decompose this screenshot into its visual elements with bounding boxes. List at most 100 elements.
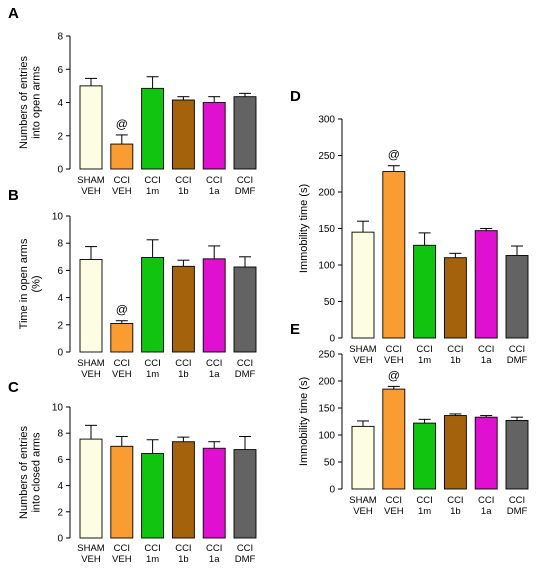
panel-letter: D — [290, 88, 301, 105]
significance-marker: @ — [388, 148, 400, 162]
y-tick-label: 200 — [318, 377, 335, 388]
y-axis-title: (%) — [30, 275, 42, 292]
x-tick-label: CCI — [206, 543, 222, 554]
x-tick-label: VEH — [112, 186, 132, 197]
y-tick-label: 150 — [318, 404, 335, 415]
bar — [233, 449, 257, 539]
y-tick-label: 50 — [324, 458, 336, 469]
x-tick-label: 1b — [450, 506, 461, 517]
y-axis-title: Numbers of entries — [18, 56, 30, 149]
x-tick-label: CCI — [206, 175, 222, 186]
panel-c: C 0 2 4 6 8 10 Numbers of entries into closed ar… — [8, 379, 257, 565]
x-tick-label: 1m — [146, 369, 159, 380]
x-tick-label: CCI — [114, 358, 130, 369]
y-tick-label: 10 — [52, 403, 64, 414]
bar — [110, 322, 134, 353]
bar — [382, 388, 406, 490]
x-tick-label: DMF — [235, 369, 256, 380]
bar — [171, 441, 195, 539]
x-tick-label: CCI — [416, 495, 432, 506]
x-tick-label: CCI — [447, 344, 463, 355]
x-tick-label: VEH — [384, 506, 404, 517]
x-tick-label: SHAM — [77, 543, 105, 554]
x-tick-label: CCI — [478, 344, 494, 355]
y-tick-label: 8 — [57, 429, 63, 440]
panel-letter: E — [290, 321, 300, 338]
bar — [382, 171, 406, 339]
bar — [233, 266, 257, 353]
x-tick-label: VEH — [112, 369, 132, 380]
x-tick-label: SHAM — [349, 495, 377, 506]
x-tick-label: CCI — [114, 175, 130, 186]
x-tick-label: CCI — [386, 495, 402, 506]
y-tick-label: 4 — [57, 98, 63, 109]
x-tick-label: CCI — [206, 358, 222, 369]
x-tick-label: CCI — [144, 175, 160, 186]
x-tick-label: 1a — [209, 186, 220, 197]
x-tick-label: CCI — [175, 175, 191, 186]
x-tick-label: VEH — [353, 355, 373, 366]
y-tick-label: 2 — [57, 131, 63, 142]
x-tick-label: VEH — [384, 355, 404, 366]
x-tick-label: DMF — [235, 554, 256, 565]
x-tick-label: 1m — [146, 186, 159, 197]
bar — [141, 87, 165, 170]
x-tick-label: VEH — [81, 554, 101, 565]
bar — [474, 230, 498, 339]
x-tick-label: CCI — [144, 543, 160, 554]
bar — [171, 99, 195, 170]
bar — [474, 416, 498, 490]
y-tick-label: 0 — [57, 348, 63, 359]
x-tick-label: 1b — [178, 186, 189, 197]
y-tick-label: 100 — [318, 261, 335, 272]
bar — [202, 447, 226, 539]
x-tick-label: 1m — [146, 554, 159, 565]
bar — [505, 255, 529, 339]
y-axis-title: into open arms — [30, 66, 42, 139]
bar — [110, 445, 134, 539]
x-tick-label: VEH — [81, 186, 101, 197]
x-tick-label: DMF — [235, 186, 256, 197]
bar — [505, 419, 529, 490]
x-tick-label: VEH — [353, 506, 373, 517]
x-tick-label: DMF — [507, 506, 528, 517]
y-tick-label: 0 — [329, 485, 335, 496]
x-tick-label: CCI — [509, 495, 525, 506]
significance-marker: @ — [116, 303, 128, 317]
y-tick-label: 250 — [318, 350, 335, 361]
x-tick-label: DMF — [507, 355, 528, 366]
significance-marker: @ — [388, 368, 400, 382]
panel-letter: B — [8, 187, 19, 204]
y-axis-title: Immobility time (s) — [298, 377, 310, 466]
x-tick-label: CCI — [237, 175, 253, 186]
bar — [351, 425, 375, 490]
significance-marker: @ — [116, 117, 128, 131]
bar — [141, 257, 165, 353]
bar — [110, 143, 134, 170]
x-tick-label: 1a — [209, 369, 220, 380]
y-tick-label: 8 — [57, 239, 63, 250]
y-tick-label: 6 — [57, 266, 63, 277]
x-tick-label: CCI — [144, 358, 160, 369]
bar — [79, 259, 103, 353]
y-tick-label: 0 — [329, 334, 335, 345]
x-tick-label: CCI — [447, 495, 463, 506]
x-tick-label: 1b — [178, 554, 189, 565]
x-tick-label: 1a — [481, 506, 492, 517]
x-tick-label: CCI — [175, 358, 191, 369]
bar — [171, 265, 195, 353]
x-tick-label: 1b — [450, 355, 461, 366]
bar — [202, 102, 226, 170]
y-tick-label: 0 — [57, 165, 63, 176]
x-tick-label: CCI — [416, 344, 432, 355]
bar — [79, 438, 103, 539]
y-tick-label: 100 — [318, 431, 335, 442]
y-tick-label: 150 — [318, 224, 335, 235]
panel-d: D 0 50 100 150 200 250 300 Immobility time (s) SH… — [290, 88, 529, 366]
bar — [351, 231, 375, 339]
y-tick-label: 250 — [318, 151, 335, 162]
bar — [413, 422, 437, 490]
